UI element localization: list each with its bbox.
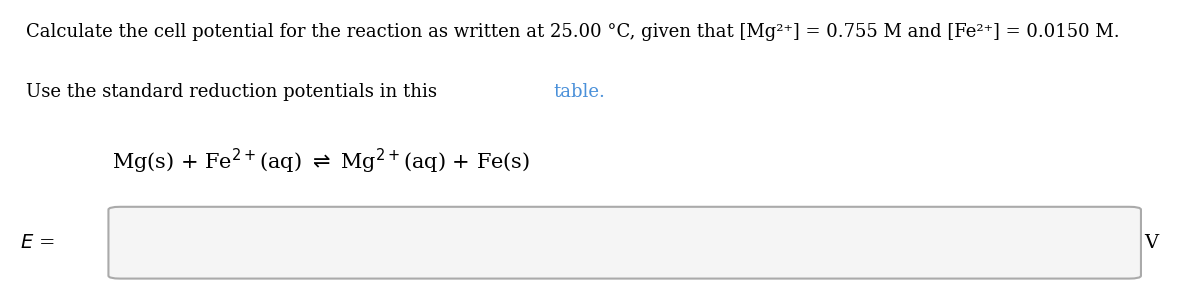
Text: table.: table. (553, 83, 605, 101)
Text: V: V (1145, 234, 1159, 252)
Text: Mg(s) + Fe$^{2+}$(aq) $\rightleftharpoons$ Mg$^{2+}$(aq) + Fe(s): Mg(s) + Fe$^{2+}$(aq) $\rightleftharpoon… (112, 146, 530, 176)
Text: Calculate the cell potential for the reaction as written at 25.00 °C, given that: Calculate the cell potential for the rea… (26, 23, 1120, 41)
Text: Use the standard reduction potentials in this: Use the standard reduction potentials in… (26, 83, 443, 101)
FancyBboxPatch shape (108, 207, 1141, 279)
Text: $E$ =: $E$ = (20, 234, 55, 252)
